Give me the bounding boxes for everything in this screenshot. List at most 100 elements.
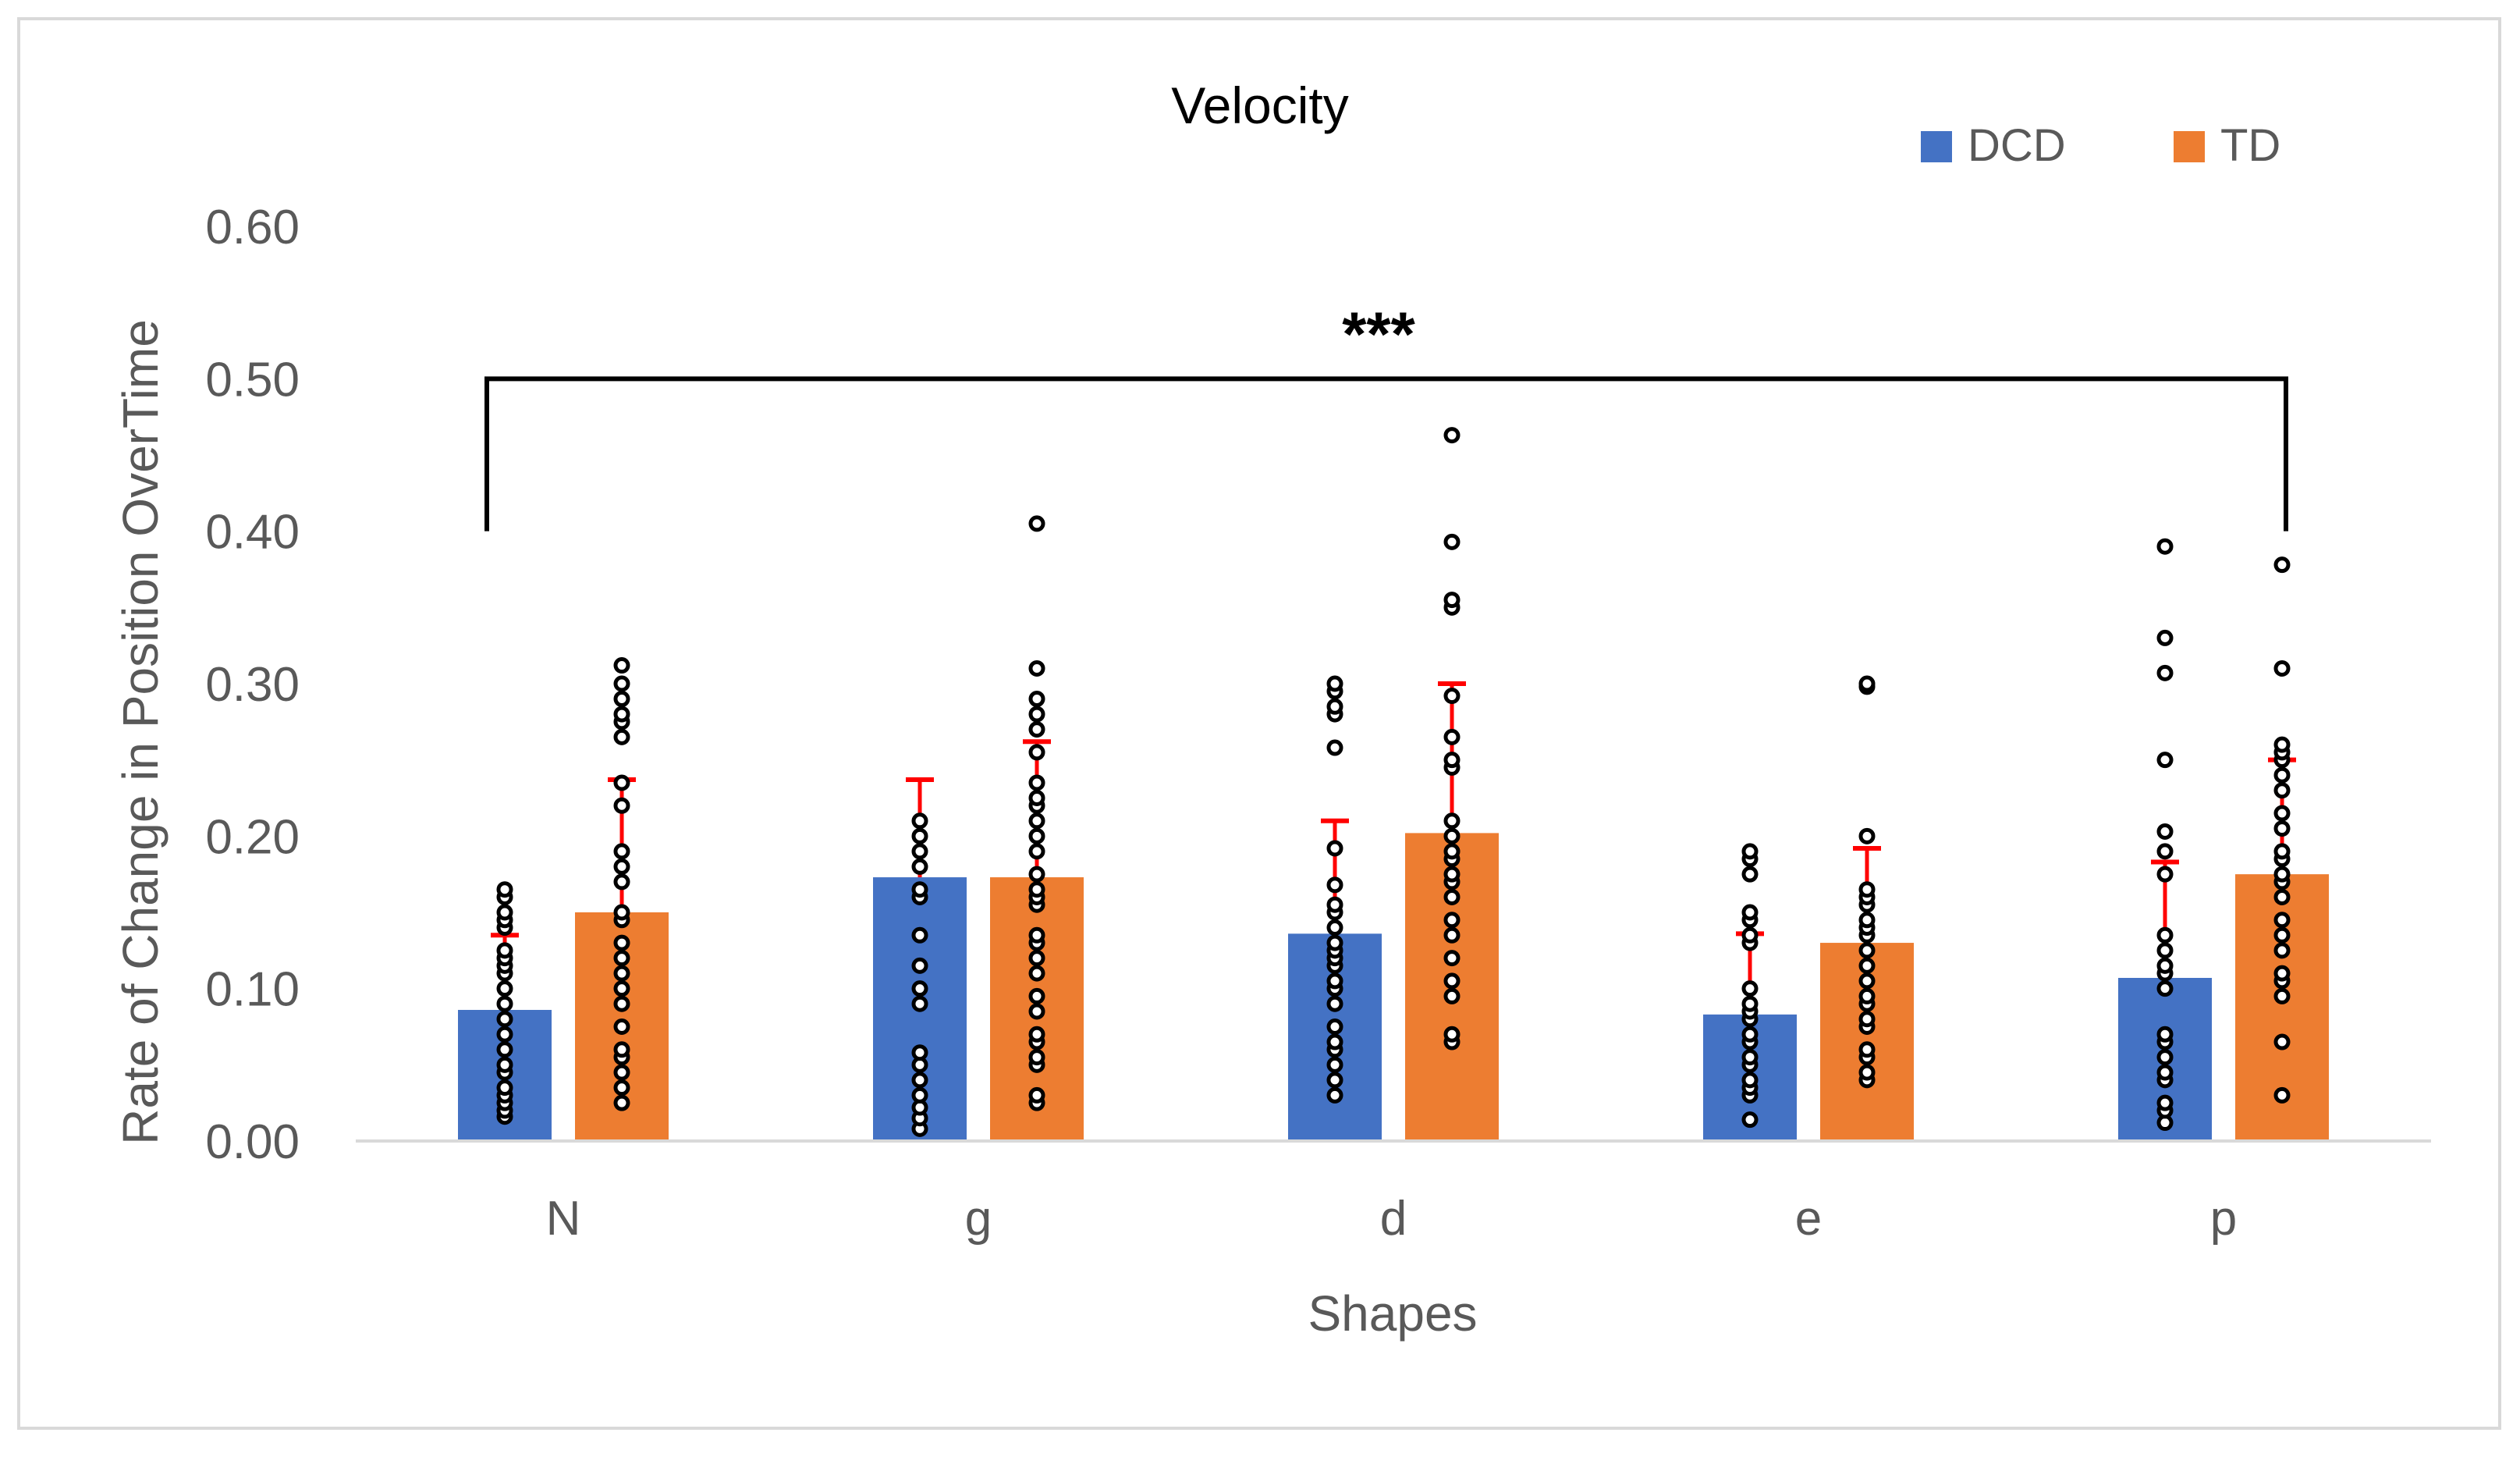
data-point-dcd-p [2156,1026,2174,1043]
data-point-dcd-p [2156,1049,2174,1066]
data-point-dcd-d [1326,739,1343,756]
data-point-dcd-e [1741,995,1759,1012]
data-point-dcd-g [911,1044,928,1061]
data-point-dcd-p [2156,752,2174,769]
data-point-td-g [1028,659,1045,677]
y-tick-label: 0.60 [205,201,300,254]
legend-label-td: TD [2220,120,2280,171]
data-point-dcd-g [911,926,928,944]
data-point-dcd-e [1741,1111,1759,1129]
data-point-dcd-N [496,980,513,997]
data-point-td-d [1443,812,1461,830]
data-point-td-p [2273,556,2291,574]
data-point-td-p [2273,766,2291,784]
chart-frame [17,17,2501,1430]
data-point-td-g [1028,987,1045,1004]
data-point-td-e [1858,972,1876,990]
data-point-td-p [2273,942,2291,959]
data-point-dcd-g [911,1072,928,1089]
data-point-td-N [613,1018,630,1035]
data-point-td-p [2273,820,2291,837]
data-point-dcd-d [1326,934,1343,951]
data-point-dcd-d [1326,840,1343,857]
data-point-td-d [1443,752,1461,769]
data-point-td-N [613,1064,630,1081]
data-point-td-g [1028,744,1045,761]
data-point-td-p [2273,965,2291,982]
data-point-td-N [613,706,630,723]
y-tick-label: 0.30 [205,658,300,712]
data-point-td-d [1443,843,1461,860]
data-point-dcd-d [1326,972,1343,990]
data-point-dcd-g [911,1086,928,1104]
data-point-td-N [613,691,630,708]
data-point-td-e [1858,942,1876,959]
data-point-dcd-d [1326,876,1343,894]
data-point-dcd-N [496,995,513,1012]
data-point-dcd-e [1741,843,1759,860]
data-point-td-g [1028,790,1045,806]
data-point-td-d [1443,926,1461,944]
data-point-td-e [1858,1064,1876,1081]
data-point-dcd-g [911,957,928,974]
bracket-line [484,376,2288,531]
data-point-dcd-g [911,995,928,1012]
data-point-dcd-N [496,1056,513,1073]
y-tick-label: 0.10 [205,963,300,1017]
data-point-td-p [2273,888,2291,905]
data-point-td-N [613,774,630,791]
x-tick-label: N [546,1192,581,1246]
data-point-td-N [613,675,630,692]
data-point-td-N [613,797,630,814]
data-point-td-p [2273,866,2291,883]
x-axis-title: Shapes [1308,1285,1477,1342]
data-point-td-g [1028,881,1045,898]
data-point-td-e [1858,827,1876,844]
data-point-td-g [1028,926,1045,944]
data-point-dcd-g [911,858,928,875]
data-point-dcd-g [911,827,928,844]
data-point-td-d [1443,688,1461,705]
data-point-td-e [1858,987,1876,1004]
data-point-dcd-g [911,881,928,898]
data-point-dcd-p [2156,1064,2174,1081]
data-point-td-d [1443,533,1461,550]
data-point-dcd-p [2156,664,2174,681]
data-point-dcd-e [1741,1072,1759,1089]
data-point-td-g [1028,827,1045,844]
data-point-td-e [1858,1041,1876,1058]
x-tick-label: e [1795,1192,1822,1246]
data-point-td-p [2273,1033,2291,1050]
data-point-dcd-p [2156,980,2174,997]
data-point-dcd-p [2156,957,2174,974]
data-point-dcd-N [496,1041,513,1058]
data-point-dcd-N [496,904,513,921]
data-point-dcd-p [2156,843,2174,860]
data-point-td-p [2273,782,2291,799]
data-point-td-N [613,965,630,982]
data-point-dcd-e [1741,904,1759,921]
significance-stars: *** [1342,299,1415,368]
data-point-td-N [613,980,630,997]
x-tick-label: d [1380,1192,1407,1246]
legend-label-dcd: DCD [1968,120,2066,171]
y-tick-label: 0.40 [205,506,300,560]
data-point-dcd-d [1326,675,1343,692]
data-point-dcd-d [1326,1072,1343,1089]
data-point-td-N [613,858,630,875]
y-tick-label: 0.00 [205,1115,300,1169]
data-point-td-d [1443,972,1461,990]
data-point-td-e [1858,957,1876,974]
error-bars-layer [491,681,2296,1015]
data-point-td-N [613,728,630,745]
data-point-td-d [1443,827,1461,844]
y-axis-title: Rate of Change in Position OverTime [112,319,169,1145]
data-point-dcd-e [1741,980,1759,997]
data-point-dcd-p [2156,1094,2174,1111]
data-point-td-p [2273,912,2291,929]
data-point-dcd-d [1326,1033,1343,1050]
data-point-dcd-d [1326,919,1343,937]
data-point-td-d [1443,888,1461,905]
data-point-dcd-d [1326,896,1343,913]
